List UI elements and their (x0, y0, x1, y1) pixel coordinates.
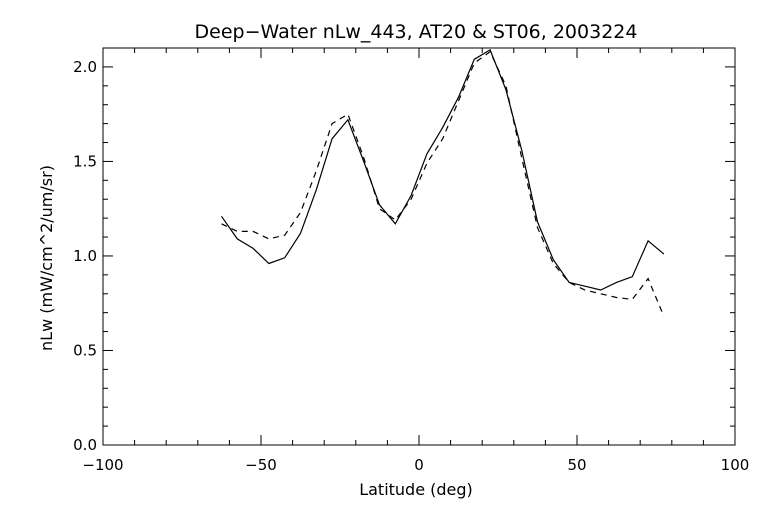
y-tick-label: 0.0 (73, 436, 97, 454)
y-tick-label: 2.0 (73, 58, 97, 76)
x-tick-label: 50 (567, 456, 586, 474)
y-tick-label: 1.0 (73, 247, 97, 265)
plot-frame (102, 47, 736, 446)
x-tick-label: 0 (414, 456, 424, 474)
plot-area: −100 −50 0 50 100 0.0 0.5 1.0 1.5 2.0 (73, 47, 750, 474)
x-tick-label: −100 (82, 456, 123, 474)
x-axis-label: Latitude (deg) (359, 480, 473, 499)
y-axis-label: nLw (mW/cm^2/um/sr) (37, 165, 56, 351)
y-tick-label: 1.5 (73, 152, 97, 170)
x-tick-label: 100 (721, 456, 750, 474)
y-tick-label: 0.5 (73, 341, 97, 359)
series-line-solid (221, 49, 665, 291)
chart-title: Deep−Water nLw_443, AT20 & ST06, 2003224 (195, 21, 638, 43)
x-tick-label: −50 (245, 456, 277, 474)
series-line-dashed (221, 50, 665, 317)
